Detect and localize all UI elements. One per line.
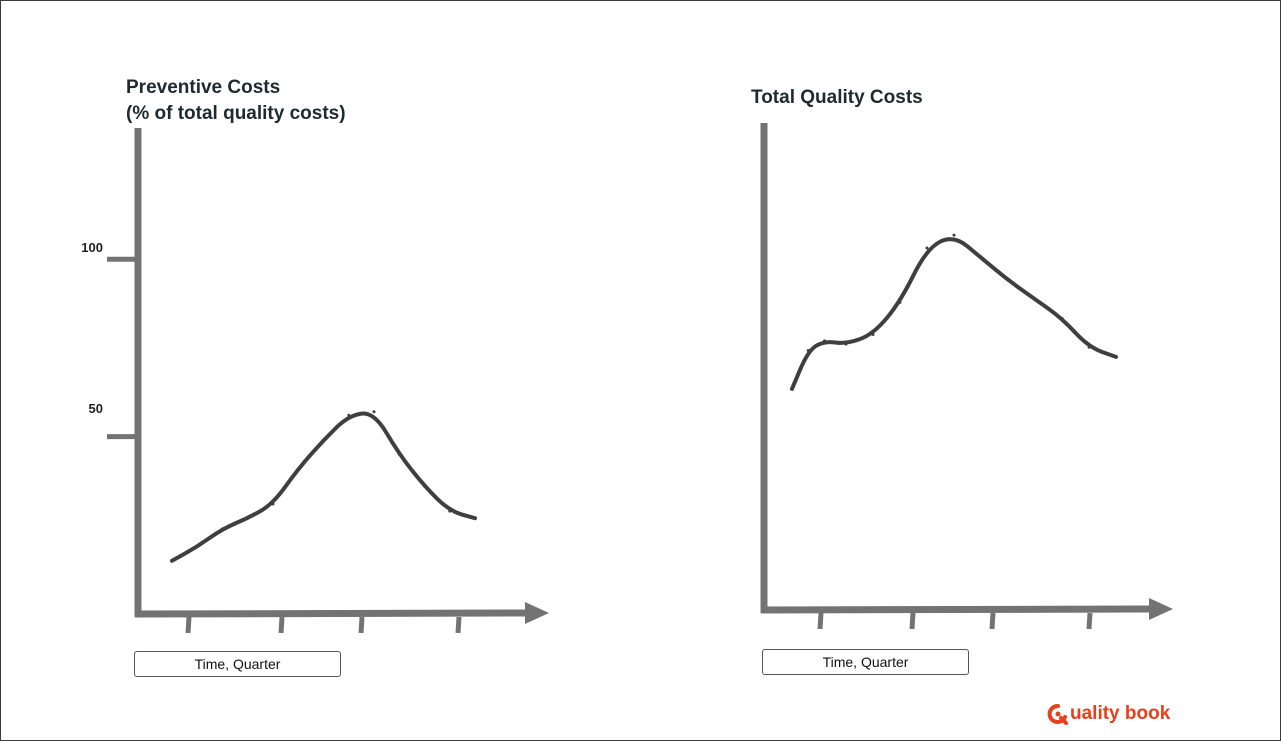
chart-2-point-14 [1114, 355, 1118, 359]
chart-1-point-12 [448, 509, 452, 513]
chart-1-title-line2: (% of total quality costs) [126, 103, 346, 124]
chart-1-x-tick-2 [278, 616, 285, 634]
chart-1-ytick-label-100: 100 [81, 240, 103, 255]
chart-1-point-11 [423, 484, 426, 488]
chart-1-point-2 [195, 545, 199, 549]
chart-1-point-7 [322, 438, 325, 442]
chart-2-x-tick-3 [989, 612, 996, 630]
chart-2-point-8 [952, 233, 956, 237]
chart-1-point-6 [296, 467, 300, 471]
logo-text: uality book [1070, 703, 1171, 724]
chart-2-x-tick-2 [909, 612, 916, 630]
chart-1-series-line [170, 411, 477, 563]
chart-2-title: Total Quality Costs [751, 87, 923, 108]
chart-2-x-tick-1 [817, 612, 824, 630]
chart-2-point-9 [979, 256, 983, 260]
chart-2-series-line [790, 237, 1118, 391]
chart-1-point-13 [473, 516, 477, 520]
chart-2-point-2 [806, 349, 810, 352]
chart-2-xlabel: Time, Quarter [762, 649, 969, 675]
chart-1-title: Preventive Costs (% of total quality cos… [126, 75, 346, 127]
chart-1-point-10 [397, 452, 401, 456]
chart-1-xlabel: Time, Quarter [134, 651, 341, 677]
chart-2-point-7 [925, 246, 929, 250]
chart-1-ytick-label-50: 50 [88, 401, 103, 416]
chart-2-x-tick-4 [1086, 612, 1093, 630]
chart-2-point-11 [1033, 297, 1037, 301]
chart-2-point-13 [1087, 345, 1091, 349]
chart-1-x-tick-3 [358, 616, 365, 634]
chart-2-point-3 [822, 339, 826, 343]
chart-2-point-1 [790, 387, 794, 391]
chart-2-x-axis-arrow [1149, 598, 1173, 620]
chart-2-point-4 [844, 342, 848, 346]
chart-1-point-9 [372, 410, 376, 414]
chart-1-x-axis [134, 609, 528, 618]
quality-book-logo: uality book [1047, 701, 1170, 727]
chart-1-point-4 [246, 516, 250, 520]
chart-2-point-12 [1060, 316, 1064, 320]
chart-2-x-axis [760, 605, 1152, 614]
chart-1-x-tick-1 [185, 616, 192, 634]
chart-1-x-axis-arrow [525, 602, 549, 624]
q-logo-icon [1047, 704, 1068, 725]
chart-1-point-5 [271, 502, 275, 506]
chart-1-point-8 [347, 413, 351, 417]
chart-1-title-line1: Preventive Costs [126, 77, 281, 98]
chart-2-point-10 [1006, 278, 1010, 282]
chart-1-point-1 [170, 559, 174, 563]
chart-2-point-5 [871, 333, 875, 336]
chart-1-point-3 [221, 527, 224, 531]
chart-2-point-6 [898, 300, 902, 304]
chart-1-x-tick-4 [455, 616, 462, 634]
